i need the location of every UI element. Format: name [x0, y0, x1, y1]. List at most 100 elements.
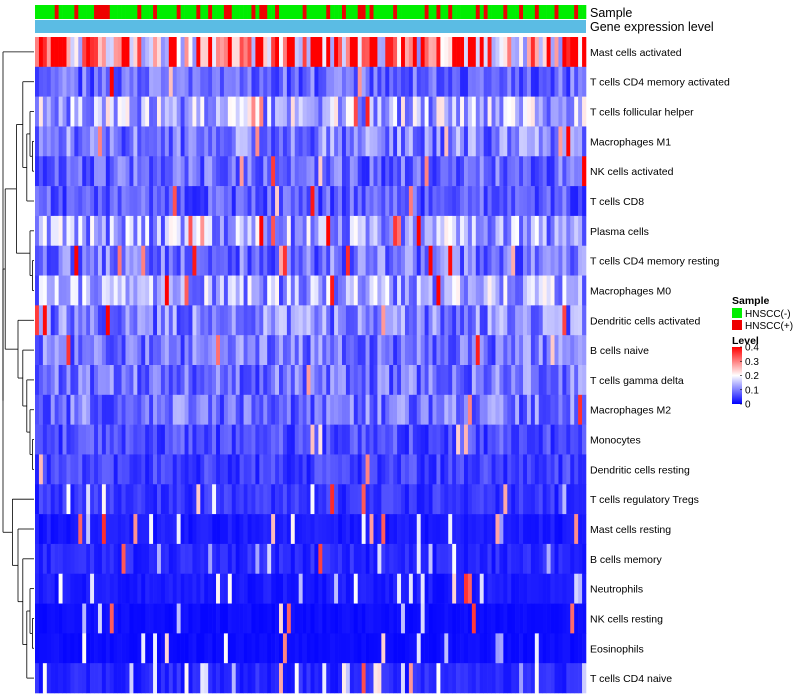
- heatmap-cell: [467, 603, 473, 634]
- heatmap-cell: [271, 245, 276, 276]
- heatmap-cell: [86, 126, 91, 157]
- heatmap-cell: [216, 305, 221, 336]
- heatmap-cell: [223, 335, 229, 366]
- heatmap-cell: [393, 424, 398, 455]
- heatmap-cell: [322, 543, 327, 575]
- heatmap-cell: [54, 156, 59, 187]
- heatmap-cell: [377, 96, 382, 127]
- heatmap-cell: [530, 186, 536, 217]
- heatmap-cell: [50, 514, 55, 545]
- heatmap-cell: [74, 424, 79, 455]
- heatmap-cell: [204, 603, 209, 634]
- heatmap-cell: [338, 186, 343, 217]
- heatmap-cell: [495, 424, 500, 455]
- heatmap-cell: [216, 484, 221, 515]
- row-label: Macrophages M1: [590, 136, 671, 148]
- heatmap-cell: [282, 543, 288, 575]
- heatmap-cell: [259, 215, 264, 247]
- heatmap-cell: [334, 215, 339, 247]
- heatmap-cell: [456, 335, 461, 366]
- heatmap-cell: [279, 394, 284, 425]
- heatmap-cell: [227, 275, 233, 306]
- heatmap-cell: [401, 186, 406, 217]
- heatmap-cell: [515, 66, 520, 97]
- heatmap-cell: [141, 633, 146, 664]
- heatmap-cell: [149, 37, 154, 68]
- heatmap-cell: [38, 663, 44, 694]
- heatmap-cell: [523, 156, 528, 187]
- heatmap-cell: [467, 335, 473, 366]
- heatmap-cell: [251, 514, 256, 545]
- heatmap-cell: [530, 156, 536, 187]
- heatmap-cell: [279, 484, 284, 515]
- heatmap-cell: [86, 156, 91, 187]
- heatmap-cell: [483, 275, 488, 306]
- heatmap-cell: [310, 394, 315, 425]
- heatmap-cell: [133, 245, 138, 276]
- heatmap-cell: [361, 335, 366, 366]
- heatmap-cell: [117, 156, 122, 187]
- heatmap-cell: [145, 424, 150, 455]
- heatmap-cell: [440, 335, 445, 366]
- heatmap-cell: [196, 514, 201, 545]
- heatmap-cell: [416, 335, 421, 366]
- heatmap-cell: [404, 633, 410, 664]
- heatmap-cell: [397, 663, 402, 694]
- heatmap-cell: [113, 156, 118, 187]
- heatmap-cell: [412, 275, 418, 306]
- heatmap-cell: [223, 514, 229, 545]
- heatmap-cell: [578, 663, 583, 694]
- heatmap-cell: [326, 305, 331, 336]
- heatmap-cell: [479, 335, 484, 366]
- heatmap-cell: [204, 335, 209, 366]
- heatmap-cell: [290, 186, 296, 217]
- heatmap-cell: [227, 335, 233, 366]
- sample-annotation-cell: [70, 5, 75, 19]
- heatmap-cell: [50, 156, 55, 187]
- heatmap-cell: [35, 215, 40, 247]
- row-dendrogram: [2, 51, 34, 679]
- heatmap-cell: [97, 96, 103, 127]
- heatmap-cell: [562, 96, 567, 127]
- heatmap-cell: [286, 186, 292, 217]
- heatmap-cell: [463, 543, 469, 575]
- heatmap-cell: [212, 215, 217, 247]
- heatmap-cell: [570, 126, 575, 157]
- heatmap-cell: [90, 275, 95, 306]
- heatmap-cell: [42, 394, 48, 425]
- heatmap-cell: [86, 663, 91, 694]
- heatmap-cell: [515, 215, 520, 247]
- heatmap-cell: [216, 365, 221, 396]
- heatmap-cell: [432, 245, 437, 276]
- heatmap-cell: [373, 573, 378, 604]
- heatmap-cell: [259, 275, 264, 306]
- heatmap-cell: [164, 484, 170, 515]
- heatmap-cell: [570, 66, 575, 97]
- heatmap-cell: [507, 245, 512, 276]
- heatmap-cell: [38, 424, 44, 455]
- heatmap-cell: [90, 215, 95, 247]
- heatmap-cell: [121, 156, 126, 187]
- heatmap-cell: [66, 573, 71, 604]
- heatmap-cell: [275, 275, 280, 306]
- heatmap-cell: [294, 663, 299, 694]
- heatmap-cell: [243, 484, 248, 515]
- heatmap-cell: [298, 424, 303, 455]
- heatmap-cell: [231, 66, 237, 97]
- heatmap-cell: [271, 96, 276, 127]
- heatmap-cell: [373, 37, 378, 68]
- heatmap-cell: [574, 573, 579, 604]
- heatmap-cell: [78, 543, 83, 575]
- heatmap-cell: [420, 514, 425, 545]
- heatmap-cell: [487, 394, 492, 425]
- heatmap-cell: [58, 484, 63, 515]
- heatmap-cell: [153, 484, 158, 515]
- heatmap-cell: [78, 335, 83, 366]
- heatmap-cell: [247, 633, 252, 664]
- heatmap-cell: [361, 215, 366, 247]
- heatmap-cell: [546, 365, 551, 396]
- heatmap-cell: [109, 275, 115, 306]
- heatmap-cell: [408, 335, 414, 366]
- heatmap-cell: [570, 514, 575, 545]
- heatmap-cell: [373, 484, 378, 515]
